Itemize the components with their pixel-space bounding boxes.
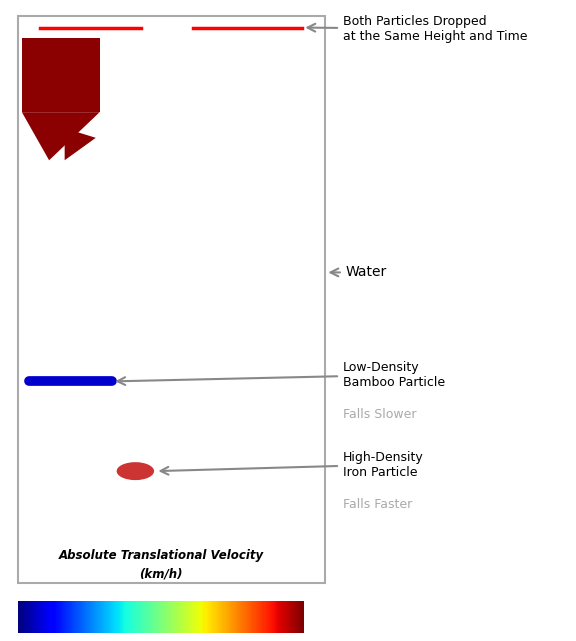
Bar [22, 38, 100, 112]
Text: Water: Water [331, 265, 387, 279]
Text: Low-Density
Bamboo Particle: Low-Density Bamboo Particle [118, 361, 445, 389]
Polygon shape [22, 112, 100, 160]
Text: Both Particles Dropped
at the Same Height and Time: Both Particles Dropped at the Same Heigh… [308, 15, 527, 43]
Polygon shape [65, 128, 96, 160]
Text: High-Density
Iron Particle: High-Density Iron Particle [161, 451, 423, 479]
Text: Absolute Translational Velocity: Absolute Translational Velocity [58, 549, 264, 562]
Ellipse shape [116, 462, 154, 480]
Text: (km/h): (km/h) [139, 568, 183, 581]
Bar [18, 16, 325, 583]
Text: Falls Slower: Falls Slower [343, 408, 416, 421]
Text: Falls Faster: Falls Faster [343, 498, 412, 511]
